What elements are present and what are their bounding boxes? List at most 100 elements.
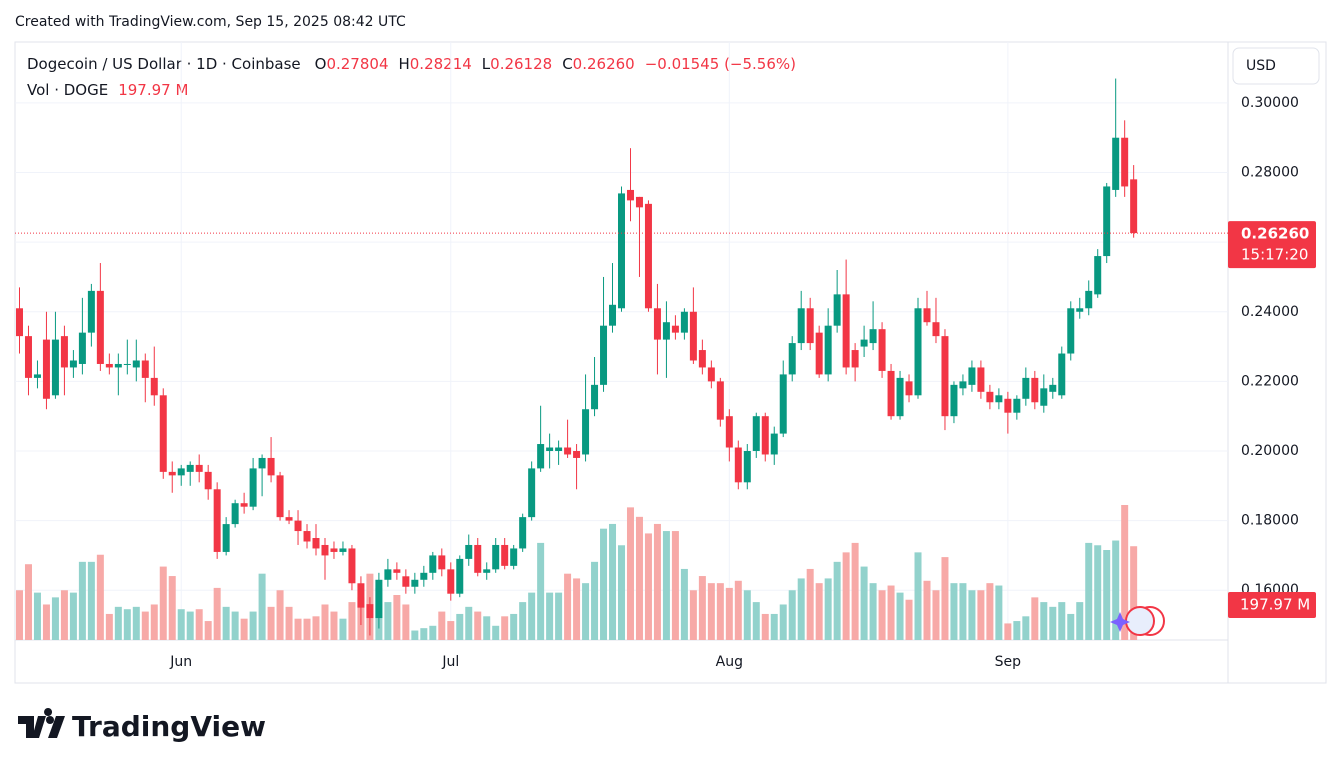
candle-body (528, 468, 536, 518)
logo-mark (18, 708, 53, 738)
candle-body (15, 308, 23, 337)
volume-bar (896, 592, 904, 640)
candle-body (752, 416, 760, 451)
volume-bar (285, 606, 293, 640)
volume-bar (591, 561, 599, 640)
volume-bar (339, 618, 347, 640)
candle-body (635, 196, 643, 208)
volume-bar (393, 595, 401, 640)
candle-body (474, 544, 482, 573)
volume-bar (411, 630, 419, 640)
candle-body (303, 531, 311, 542)
volume-bar (321, 604, 329, 640)
candle-body (653, 308, 661, 340)
volume-bar (438, 611, 446, 640)
volume-bar (959, 583, 967, 640)
volume-bar (887, 585, 895, 640)
candle-body (573, 450, 581, 458)
volume-bar (1067, 613, 1075, 640)
candle-body (33, 374, 41, 378)
candle-body (384, 569, 392, 580)
change: −0.01545 (−5.56%) (645, 55, 796, 73)
volume-bar (33, 592, 41, 640)
ohlc-value: 0.26260 (573, 55, 635, 73)
candle-body (770, 433, 778, 455)
candle-body (1103, 186, 1111, 257)
candle-body (941, 336, 949, 417)
volume-bar (447, 621, 455, 640)
candle-body (905, 381, 913, 396)
candle-body (582, 409, 590, 455)
volume-bar (420, 628, 428, 640)
candle-body (501, 544, 509, 566)
volume-value: 197.97 M (118, 81, 188, 99)
candle-body (779, 374, 787, 434)
candle-body (186, 464, 194, 472)
price-tag-label: 0.26260 (1241, 225, 1309, 243)
volume-bar (546, 592, 554, 640)
volume-bar (276, 590, 284, 640)
x-tick-label: Jun (169, 654, 192, 670)
candle-body (968, 367, 976, 385)
volume-bar (348, 602, 356, 640)
candle-body (851, 350, 859, 368)
candle-body (60, 336, 68, 368)
candle-body (213, 489, 221, 552)
candle-body (537, 444, 545, 469)
candle-body (51, 339, 59, 396)
candle-body (600, 325, 608, 385)
candle-body (725, 416, 733, 448)
candle-body (267, 457, 275, 476)
volume-bar (186, 611, 194, 640)
volume-bar (698, 576, 706, 640)
candle-body (1121, 137, 1129, 187)
volume-bar (123, 609, 131, 640)
volume-bar (222, 606, 230, 640)
volume-bar (573, 578, 581, 640)
candle-body (1058, 353, 1066, 396)
volume-bar (1085, 542, 1093, 640)
candle-body (869, 329, 877, 344)
candle-body (761, 416, 769, 455)
volume-legend: Vol · DOGE 197.97 M (27, 81, 188, 99)
x-tick-label: Jul (441, 654, 459, 670)
volume-bar (779, 604, 787, 640)
volume-bar (618, 545, 625, 640)
candle-body (447, 569, 455, 594)
volume-bar (600, 528, 608, 640)
volume-bar (60, 590, 68, 640)
volume-bar (1022, 616, 1030, 640)
volume-tag (1228, 592, 1316, 618)
candle-body (492, 544, 500, 570)
volume-bar (1094, 545, 1102, 640)
volume-bar (465, 606, 473, 640)
volume-bar (213, 587, 221, 640)
candle-body (698, 350, 706, 368)
volume-bar (303, 618, 311, 640)
candle-body (312, 538, 320, 549)
currency[interactable]: USD (1246, 58, 1276, 74)
volume-bar (1130, 546, 1138, 640)
volume-bar (914, 552, 922, 640)
currency-button[interactable] (1232, 47, 1320, 85)
volume-bar (1040, 602, 1048, 640)
candle-body (168, 471, 176, 476)
volume-bar (87, 561, 95, 640)
volume-bar (150, 604, 158, 640)
candle-body (815, 332, 823, 375)
volume-title: Vol · DOGE (27, 81, 108, 99)
candle-body (375, 579, 383, 619)
candle-body (824, 325, 832, 375)
x-tick-label: Aug (716, 654, 743, 670)
volume-bar (24, 564, 32, 640)
volume-bar (932, 590, 940, 640)
volume-bar (1103, 550, 1111, 640)
logo-dot (46, 716, 54, 724)
candle-body (932, 322, 940, 337)
candle-body (78, 332, 86, 364)
volume-bar (968, 590, 976, 640)
event-icon (1125, 606, 1155, 636)
candle-body (1094, 256, 1102, 295)
volume-bar (950, 583, 958, 640)
candle-body (959, 381, 967, 389)
